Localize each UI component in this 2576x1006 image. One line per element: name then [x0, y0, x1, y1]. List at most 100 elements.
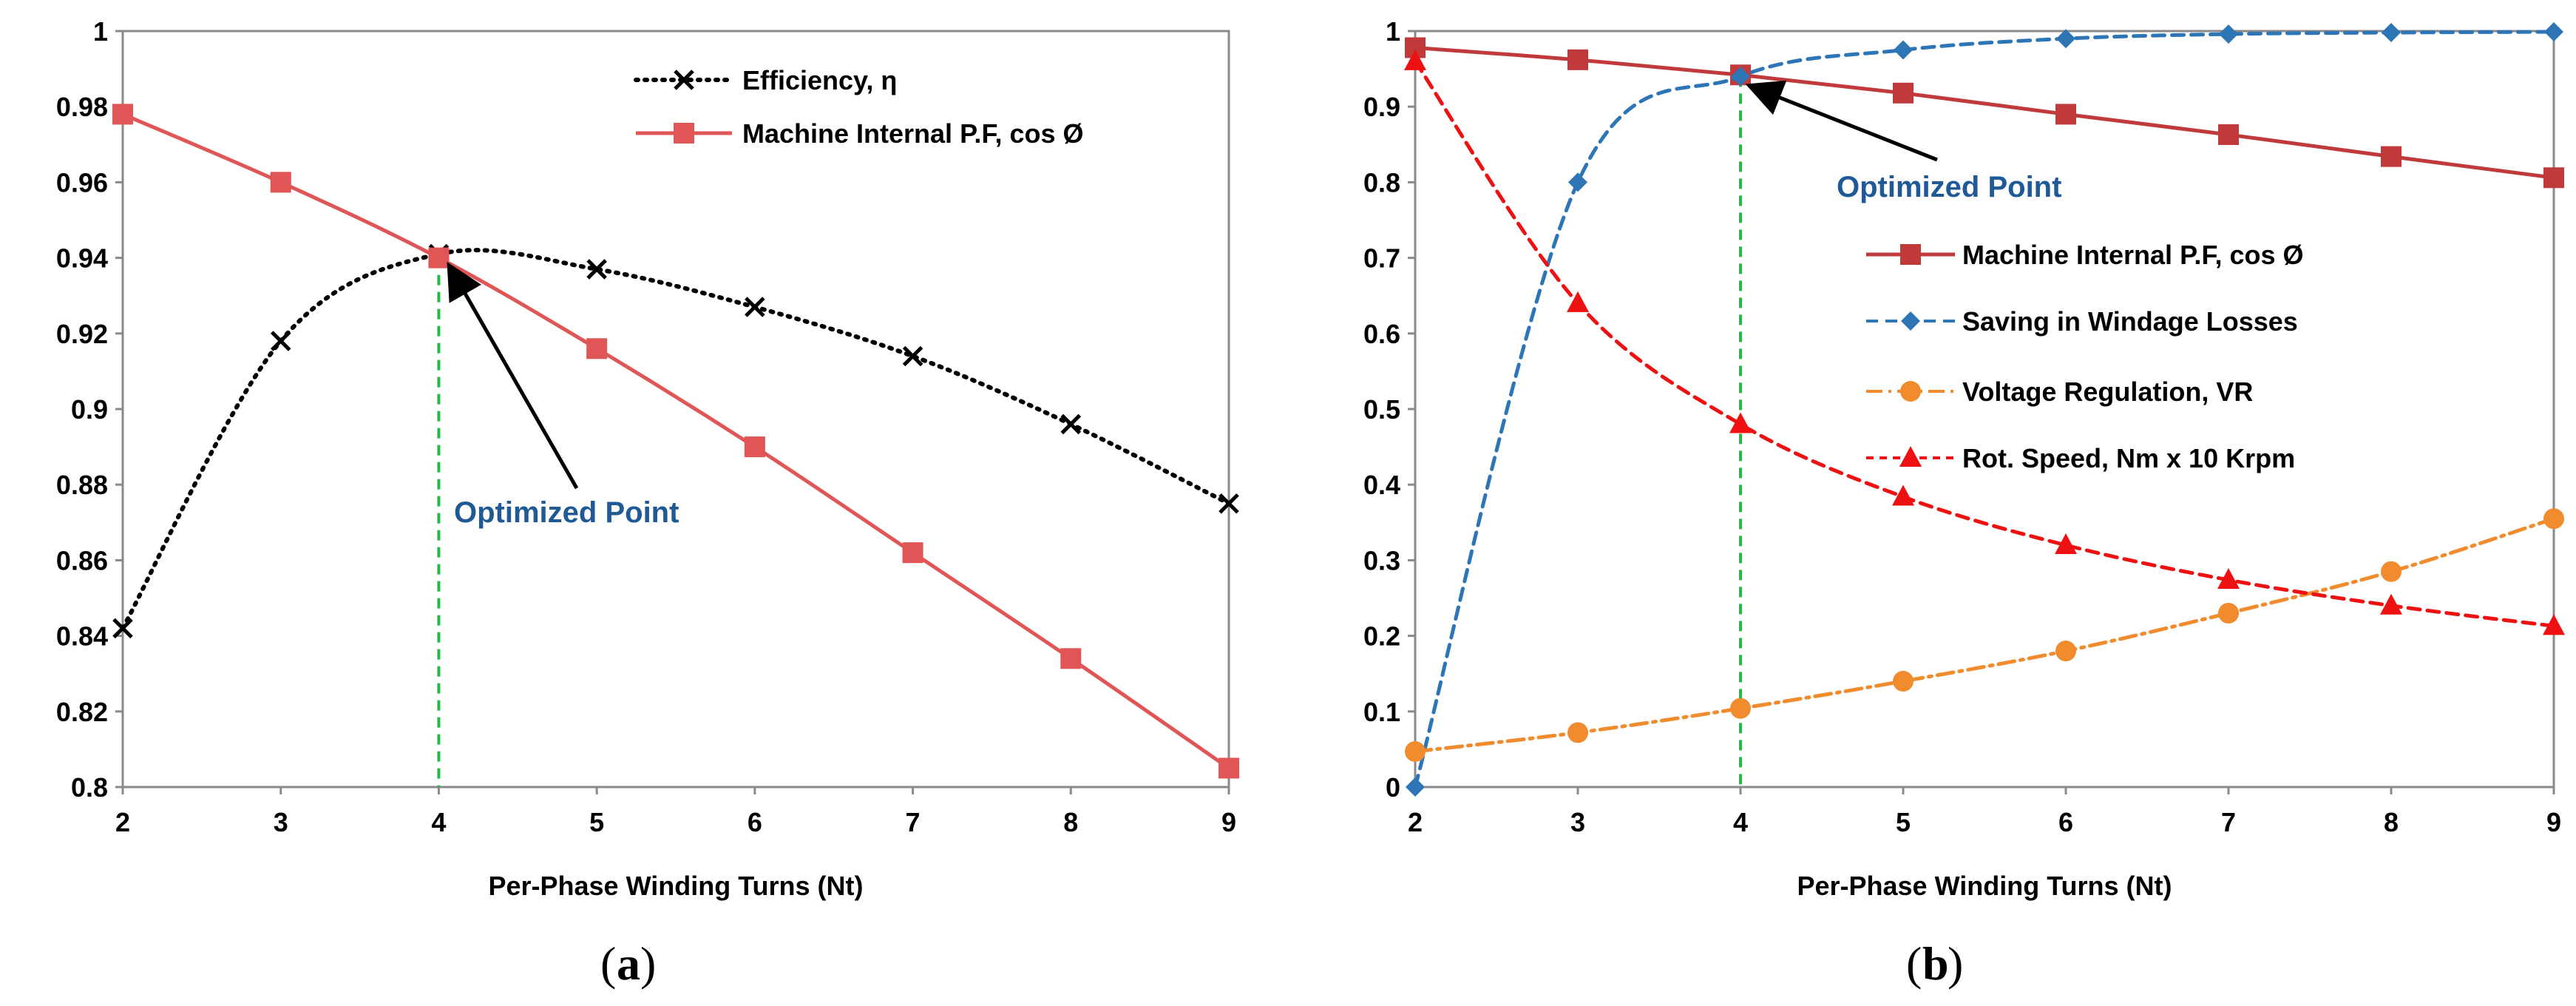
y-tick-label: 0.86	[56, 545, 108, 575]
caption-b-letter: b	[1922, 937, 1949, 990]
x-tick-label: 3	[274, 807, 288, 837]
data-point	[2218, 124, 2239, 146]
caption-a-close: )	[640, 937, 656, 990]
legend-label-efficiency: Efficiency, η	[742, 65, 897, 95]
y-tick-label: 0.2	[1363, 621, 1400, 652]
data-point	[902, 542, 923, 564]
panel-a-y-axis: 0.8 0.82 0.84 0.86 0.88 0.9 0.92 0.94 0.96 0.98 1	[56, 16, 123, 803]
data-point	[2217, 567, 2240, 589]
series-2	[112, 104, 1239, 779]
data-point	[112, 618, 133, 639]
panel-b-y-axis: 0 0.1 0.2 0.3 0.4 0.5 0.6 0.7 0.8 0.9 1	[1363, 16, 1415, 803]
y-tick-label: 0.5	[1363, 394, 1400, 425]
data-point	[2543, 614, 2565, 635]
x-tick-label: 7	[2221, 807, 2236, 837]
data-point	[1730, 698, 1751, 719]
legend-label-power-factor: Machine Internal P.F, cos Ø	[1962, 240, 2303, 270]
data-point	[2055, 533, 2077, 554]
data-point	[2381, 561, 2402, 582]
y-tick-label: 0.8	[71, 772, 108, 803]
legend-item-power-factor: Machine Internal P.F, cos Ø	[1866, 240, 2303, 270]
y-tick-label: 0.88	[56, 470, 108, 500]
series-line	[121, 112, 1231, 770]
y-tick-label: 0.9	[71, 394, 108, 425]
panel-b-series	[1404, 22, 2565, 797]
panel-a-series	[112, 104, 1239, 779]
data-point	[2543, 508, 2564, 530]
caption-a-letter: a	[617, 937, 640, 990]
data-point	[2055, 104, 2076, 125]
data-point	[586, 338, 608, 359]
legend-item-voltage-regulation: Voltage Regulation, VR	[1866, 377, 2253, 407]
x-tick-label: 9	[2546, 807, 2561, 837]
y-tick-label: 0.1	[1363, 697, 1400, 727]
legend-swatch-x-marker	[674, 70, 694, 90]
series-line	[1413, 516, 2556, 754]
series-line	[1413, 45, 2556, 180]
panel-a-legend: Efficiency, η Machine Internal P.F, cos …	[634, 65, 1083, 149]
y-tick-label: 0.84	[56, 621, 108, 652]
y-tick-label: 0.6	[1363, 319, 1400, 349]
data-point	[270, 331, 291, 351]
series-3	[1405, 508, 2564, 762]
legend-swatch-circle-marker	[1900, 381, 1921, 402]
caption-b-open: (	[1906, 937, 1922, 990]
panel-b-annotation-arrow	[1745, 80, 1938, 162]
data-point	[1731, 67, 1750, 87]
y-tick-label: 0.3	[1363, 545, 1400, 575]
data-point	[1729, 412, 1752, 433]
legend-item-windage: Saving in Windage Losses	[1866, 306, 2298, 337]
series-4	[1404, 49, 2565, 635]
data-point	[2219, 24, 2238, 44]
data-point	[270, 172, 291, 193]
y-tick-label: 0.9	[1363, 92, 1400, 122]
data-point	[1567, 291, 1589, 312]
y-tick-label: 0.94	[56, 243, 108, 274]
data-point	[1893, 670, 1914, 692]
data-point	[2055, 641, 2076, 662]
data-point	[1060, 413, 1082, 435]
x-tick-label: 4	[1733, 807, 1748, 837]
legend-label-voltage-regulation: Voltage Regulation, VR	[1962, 377, 2253, 407]
series-2	[1406, 22, 2563, 797]
data-point	[2056, 29, 2075, 49]
caption-b: ( b )	[1906, 937, 1963, 990]
panel-b-annotation-text: Optimized Point	[1837, 171, 2061, 203]
legend-item-rot-speed: Rot. Speed, Nm x 10 Krpm	[1866, 443, 2295, 473]
panel-a: 0.80.820.840.860.880.90.920.940.960.981 …	[56, 16, 1239, 901]
x-tick-label: 7	[906, 807, 921, 837]
legend-swatch-diamond-marker	[1901, 311, 1920, 331]
panel-a-x-axis: 2 3 4 5 6 7 8 9	[115, 787, 1236, 837]
data-point	[1893, 82, 1914, 104]
data-point	[2380, 593, 2402, 615]
data-point	[902, 345, 923, 367]
y-tick-label: 1	[1386, 16, 1400, 47]
legend-item-power-factor: Machine Internal P.F, cos Ø	[636, 118, 1083, 149]
panel-b-x-axis-title: Per-Phase Winding Turns (Nt)	[1797, 871, 2172, 901]
data-point	[744, 436, 765, 458]
data-point	[1567, 722, 1588, 743]
caption-a-open: (	[600, 937, 616, 990]
panel-a-plot-area	[121, 30, 1230, 789]
panel-b-plot-area	[1414, 30, 2555, 789]
x-tick-label: 2	[1408, 807, 1423, 837]
x-tick-label: 3	[1570, 807, 1585, 837]
y-tick-label: 0.7	[1363, 243, 1400, 274]
y-tick-label: 0.8	[1363, 167, 1400, 198]
series-line	[1413, 30, 2556, 789]
data-point	[1404, 49, 1426, 70]
legend-label-rot-speed: Rot. Speed, Nm x 10 Krpm	[1962, 443, 2295, 473]
panel-a-x-axis-title: Per-Phase Winding Turns (Nt)	[488, 871, 863, 901]
panel-b-x-axis: 2 3 4 5 6 7 8 9	[1408, 787, 2561, 837]
legend-swatch-square-marker	[674, 123, 694, 144]
legend-swatch-square-marker	[1900, 244, 1921, 265]
y-tick-label: 0.82	[56, 697, 108, 727]
x-tick-label: 9	[1221, 807, 1236, 837]
data-point	[1406, 777, 1425, 797]
legend-label-windage: Saving in Windage Losses	[1962, 306, 2298, 337]
data-point	[1060, 648, 1082, 669]
data-point	[1894, 40, 1913, 60]
data-point	[1568, 172, 1587, 192]
x-tick-label: 6	[748, 807, 762, 837]
